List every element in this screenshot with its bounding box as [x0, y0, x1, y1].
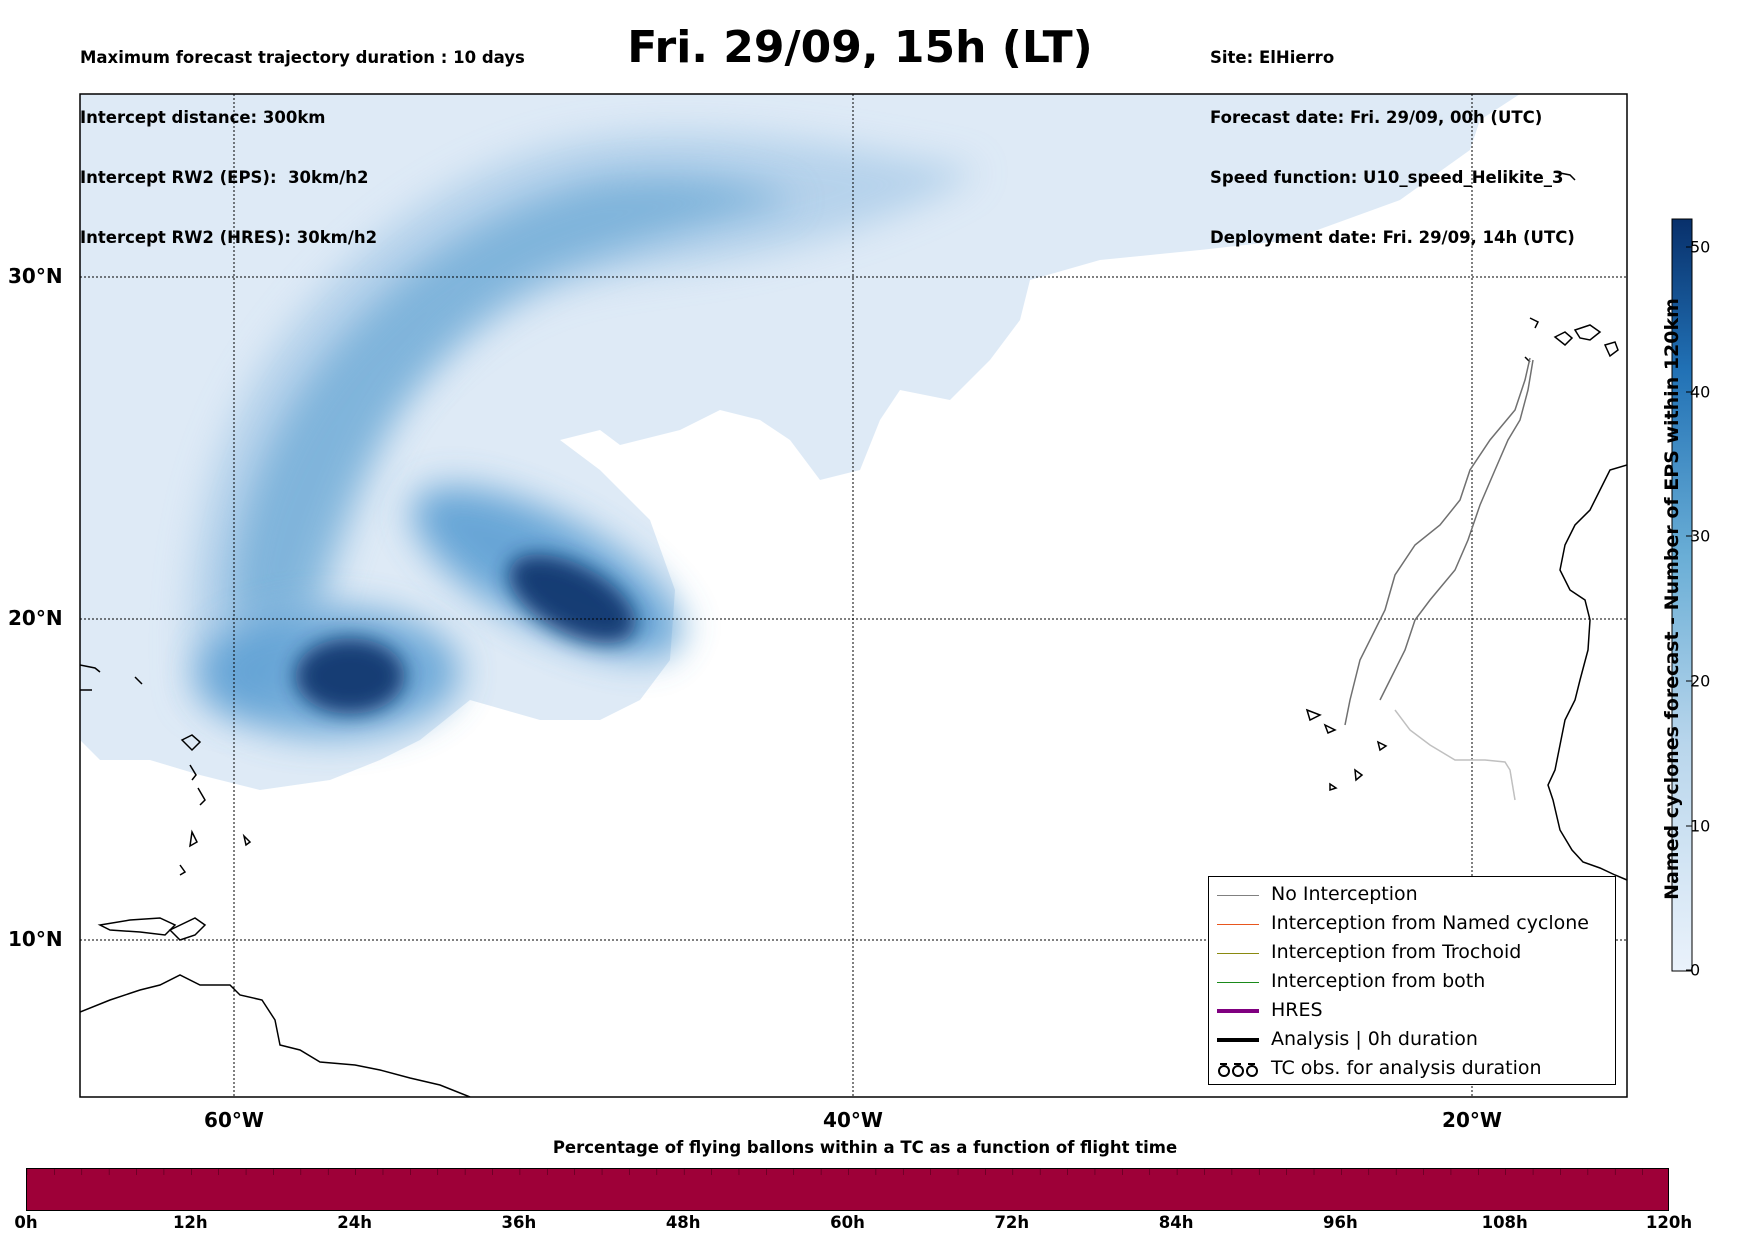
legend-item: Analysis | 0h duration [1209, 1026, 1615, 1055]
map-legend: No Interception Interception from Named … [1208, 876, 1616, 1085]
coast-madeira [1603, 341, 1619, 358]
coastlines [80, 171, 1627, 1097]
coast-barbados [242, 833, 252, 847]
colorbar-tick-label: 50 [1690, 237, 1711, 257]
coast-africa [1547, 464, 1627, 881]
colorbar-tick-label: 30 [1690, 526, 1711, 546]
legend-label: Interception from Named cyclone [1271, 912, 1589, 934]
legend-line-analysis [1217, 1038, 1259, 1042]
map-frame [79, 93, 1628, 1098]
header-right-line-2: Forecast date: Fri. 29/09, 00h (UTC) [1210, 108, 1543, 127]
flight-time-bar [26, 1168, 1669, 1211]
flight-time-caption: Percentage of flying ballons within a TC… [552, 1138, 1178, 1157]
colorbar-label: Named cyclones forecast - Number of EPS … [1657, 225, 1687, 972]
header-left: Maximum forecast trajectory duration : 1… [80, 8, 525, 268]
flight-time-tick-label: 24h [337, 1213, 372, 1232]
map-title: Fri. 29/09, 15h (LT) [627, 22, 1093, 73]
flight-time-tick-label: 96h [1323, 1213, 1358, 1232]
lat-label-30n: 30°N [8, 264, 63, 288]
lon-label-20w: 20°W [1442, 1108, 1502, 1132]
flight-time-tick-label: 36h [501, 1213, 537, 1232]
lon-label-40w: 40°W [823, 1108, 883, 1132]
legend-label: Analysis | 0h duration [1271, 1028, 1478, 1050]
legend-label: No Interception [1271, 883, 1418, 905]
legend-item: No Interception [1209, 881, 1615, 910]
trajectories [1344, 357, 1534, 801]
coast-azores [1554, 171, 1576, 181]
flight-time-tick-label: 120h [1645, 1213, 1693, 1232]
coast-venezuela [97, 917, 177, 936]
trajectory-no-interception [1379, 359, 1534, 701]
legend-line-named-cyclone [1217, 924, 1259, 925]
lat-label-10n: 10°N [8, 927, 63, 951]
legend-item: Interception from Named cyclone [1209, 910, 1615, 939]
density-band [188, 131, 980, 720]
coast-canary [1573, 324, 1602, 341]
flight-time-bar-ticks [27, 1169, 1643, 1175]
coast-canary [1553, 331, 1574, 347]
colorbar-ticks [1686, 246, 1692, 971]
coast-grenada [179, 864, 187, 876]
coast-cape-verde [1323, 723, 1337, 734]
flight-time-tick-label: 12h [172, 1213, 208, 1232]
colorbar [1671, 218, 1693, 972]
header-right-line-1: Site: ElHierro [1210, 48, 1335, 67]
coast-island [80, 664, 101, 673]
legend-label: TC obs. for analysis duration [1271, 1057, 1542, 1079]
coast-cape-verde [1376, 740, 1388, 752]
lon-label-60w: 60°W [204, 1108, 264, 1132]
flight-time-bar-fill [27, 1169, 1668, 1210]
flight-time-tick-label: 48h [665, 1213, 701, 1232]
colorbar-tick-label: 10 [1690, 816, 1711, 836]
trajectory-no-interception-late [1394, 709, 1516, 801]
flight-time-tick-label: 108h [1481, 1213, 1528, 1232]
legend-line-hres [1217, 1009, 1259, 1013]
coast-guadeloupe [180, 734, 202, 752]
legend-item: HRES [1209, 997, 1615, 1026]
colorbar-tick-label: 0 [1690, 960, 1701, 980]
coast-island [134, 676, 143, 685]
density-field [80, 94, 1520, 790]
flight-time-tick-label: 0h [14, 1213, 38, 1232]
legend-item: TC obs. for analysis duration [1209, 1055, 1615, 1084]
coast-martinique [197, 787, 206, 806]
legend-line-trochoid [1217, 953, 1259, 954]
header-right-line-4: Deployment date: Fri. 29/09, 14h (UTC) [1210, 228, 1575, 247]
legend-item: Interception from Trochoid [1209, 939, 1615, 968]
legend-label: HRES [1271, 999, 1323, 1021]
trajectory-no-interception [1344, 357, 1531, 726]
header-left-line-4: Intercept RW2 (HRES): 30km/h2 [80, 228, 378, 247]
tc-obs-symbols-icon [1218, 1063, 1258, 1077]
legend-line-no-interception [1217, 895, 1259, 896]
lat-label-20n: 20°N [8, 606, 63, 630]
legend-item: Interception from both [1209, 968, 1615, 997]
coast-canary [1529, 317, 1540, 329]
flight-time-tick-label: 84h [1158, 1213, 1194, 1232]
coast-south-america [80, 974, 471, 1097]
coast-st-lucia [189, 829, 198, 848]
header-left-line-2: Intercept distance: 300km [80, 108, 326, 127]
colorbar-label-text: Named cyclones forecast - Number of EPS … [1661, 297, 1683, 900]
coast-cape-verde [1305, 708, 1322, 722]
colorbar-tick-label: 20 [1690, 671, 1711, 691]
header-left-line-1: Maximum forecast trajectory duration : 1… [80, 48, 525, 67]
legend-label: Interception from Trochoid [1271, 941, 1522, 963]
flight-time-tick-label: 72h [994, 1213, 1030, 1232]
legend-label: Interception from both [1271, 970, 1486, 992]
header-right: Site: ElHierro Forecast date: Fri. 29/09… [1210, 8, 1575, 268]
header-right-line-3: Speed function: U10_speed_Helikite_3 [1210, 168, 1564, 187]
coast-cape-verde [1354, 768, 1364, 782]
coast-dominica [189, 764, 197, 781]
header-left-line-3: Intercept RW2 (EPS): 30km/h2 [80, 168, 369, 187]
gridlines [80, 94, 1627, 1097]
coast-trinidad [168, 917, 207, 941]
density-blob-east [412, 486, 682, 658]
legend-line-both [1217, 982, 1259, 983]
colorbar-tick-label: 40 [1690, 382, 1711, 402]
flight-time-tick-label: 60h [830, 1213, 865, 1232]
density-core [230, 176, 800, 620]
coast-cape-verde [1329, 782, 1338, 792]
density-peak-west [295, 638, 405, 714]
